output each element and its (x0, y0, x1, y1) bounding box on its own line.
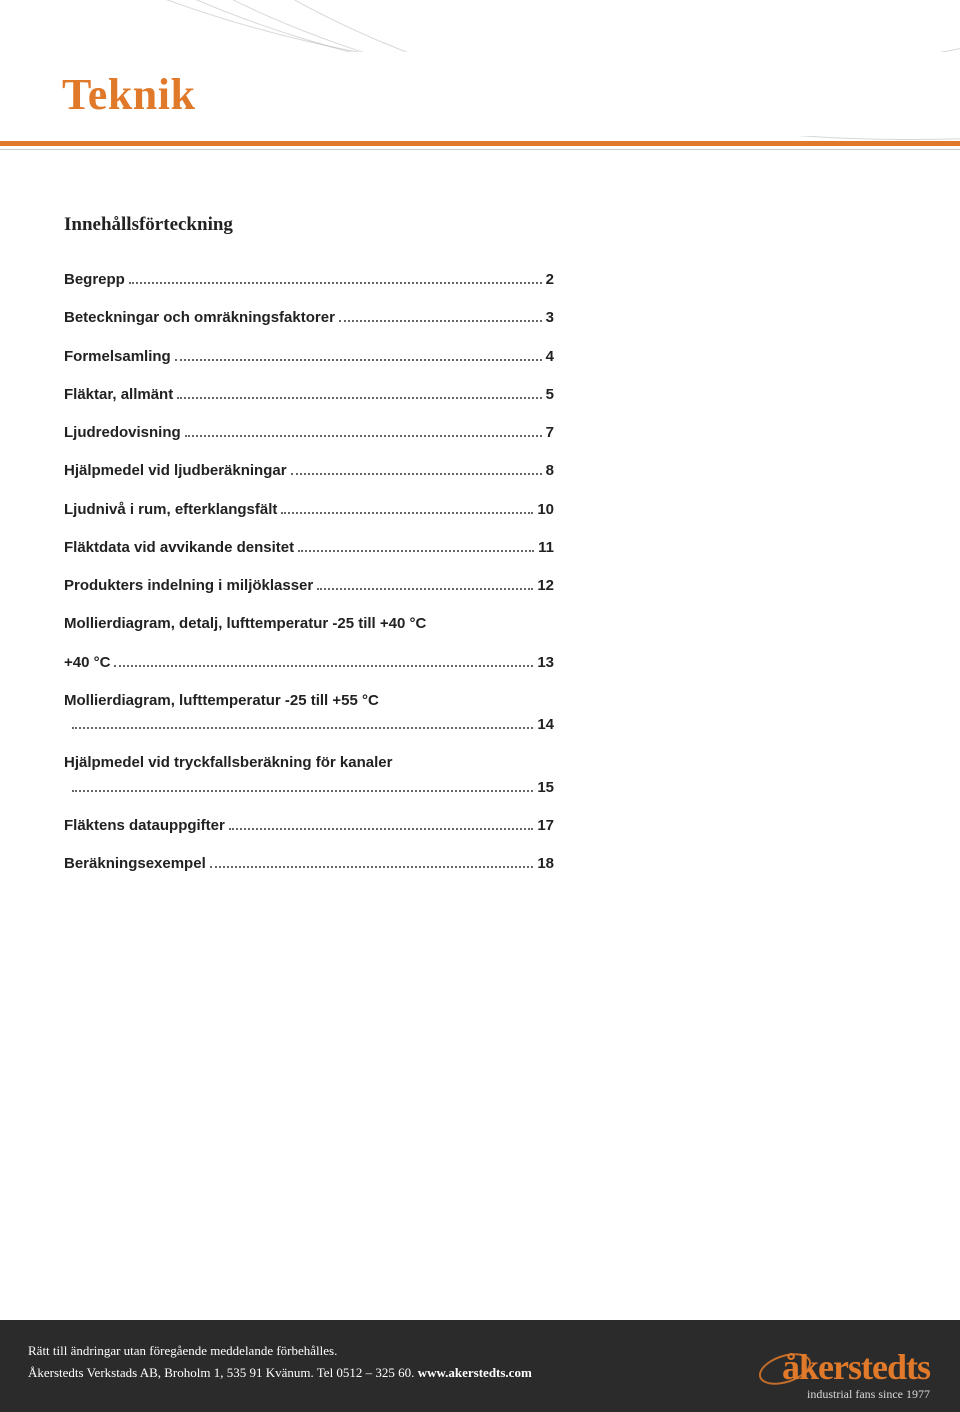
toc-page: 13 (537, 653, 554, 673)
footer: Rätt till ändringar utan föregående medd… (0, 1320, 960, 1412)
toc-page: 4 (546, 347, 554, 367)
toc-label: Beräkningsexempel (64, 854, 206, 874)
toc-body: Begrepp 2 Beteckningar och omräkningsfakto… (64, 270, 554, 874)
toc-leader (317, 588, 533, 590)
toc-label: Fläktdata vid avvikande densitet (64, 538, 294, 558)
toc-label: Hjälpmedel vid tryckfallsberäkning för k… (64, 753, 392, 773)
toc-page: 5 (546, 385, 554, 405)
table-of-contents: Innehållsförteckning Begrepp 2 Beteckninga… (64, 214, 554, 892)
toc-row: +40 °C 13 (64, 653, 554, 673)
toc-row: Ljudnivå i rum, efterklangsfält 10 (64, 500, 554, 520)
accent-bar (0, 141, 960, 146)
toc-leader (339, 320, 542, 322)
toc-label: Beteckningar och omräkningsfaktorer (64, 308, 335, 328)
toc-row: Mollierdiagram, lufttemperatur -25 till … (64, 691, 554, 711)
toc-leader (229, 828, 533, 830)
toc-leader (177, 397, 541, 399)
toc-leader (129, 282, 542, 284)
toc-page: 3 (546, 308, 554, 328)
toc-page: 7 (546, 423, 554, 443)
toc-label: Ljudredovisning (64, 423, 181, 443)
toc-leader (72, 790, 533, 792)
header-band: Teknik (0, 0, 960, 160)
toc-leader (175, 359, 542, 361)
toc-row: Fläktdata vid avvikande densitet 11 (64, 538, 554, 558)
toc-leader (185, 435, 542, 437)
toc-heading: Innehållsförteckning (64, 214, 554, 236)
toc-label: Fläktar, allmänt (64, 385, 173, 405)
toc-row: Fläktens datauppgifter 17 (64, 816, 554, 836)
toc-row: Hjälpmedel vid ljudberäkningar 8 (64, 461, 554, 481)
toc-page: 11 (538, 538, 554, 558)
logo-wordmark: åkerstedts (782, 1349, 930, 1385)
toc-label: Fläktens datauppgifter (64, 816, 225, 836)
footer-link[interactable]: www.akerstedts.com (418, 1365, 532, 1380)
footer-logo: åkerstedts industrial fans since 1977 (782, 1349, 930, 1402)
toc-page: 18 (537, 854, 554, 874)
toc-page: 14 (537, 715, 554, 735)
toc-leader (291, 473, 542, 475)
toc-page: 17 (537, 816, 554, 836)
toc-row: Hjälpmedel vid tryckfallsberäkning för k… (64, 753, 554, 773)
toc-label: Mollierdiagram, lufttemperatur -25 till … (64, 691, 379, 711)
toc-page: 10 (537, 500, 554, 520)
toc-leader (281, 512, 533, 514)
footer-address: Åkerstedts Verkstads AB, Broholm 1, 535 … (28, 1365, 418, 1380)
title-band: Teknik (0, 52, 960, 136)
logo-tagline: industrial fans since 1977 (782, 1387, 930, 1402)
toc-label: Begrepp (64, 270, 125, 290)
toc-leader (114, 665, 533, 667)
toc-row: .14 (64, 715, 554, 735)
toc-row: Begrepp 2 (64, 270, 554, 290)
toc-row: Mollierdiagram, detalj, lufttemperatur -… (64, 614, 554, 634)
toc-label: Formelsamling (64, 347, 171, 367)
toc-leader (210, 866, 534, 868)
toc-page: 15 (537, 778, 554, 798)
toc-label: Hjälpmedel vid ljudberäkningar (64, 461, 287, 481)
toc-label: Produkters indelning i miljöklasser (64, 576, 313, 596)
toc-row: Ljudredovisning 7 (64, 423, 554, 443)
page-title: Teknik (62, 69, 195, 120)
toc-leader (72, 727, 533, 729)
toc-row: Formelsamling 4 (64, 347, 554, 367)
toc-row: Fläktar, allmänt 5 (64, 385, 554, 405)
toc-page: 8 (546, 461, 554, 481)
toc-row: Beteckningar och omräkningsfaktorer 3 (64, 308, 554, 328)
toc-page: 2 (546, 270, 554, 290)
toc-row: .15 (64, 778, 554, 798)
toc-leader (298, 550, 534, 552)
toc-row: Beräkningsexempel 18 (64, 854, 554, 874)
document-page: Teknik Innehållsförteckning Begrepp 2 Bete… (0, 0, 960, 1412)
toc-label: Ljudnivå i rum, efterklangsfält (64, 500, 277, 520)
toc-label: +40 °C (64, 653, 110, 673)
toc-row: Produkters indelning i miljöklasser 12 (64, 576, 554, 596)
accent-line (0, 149, 960, 150)
toc-page: 12 (537, 576, 554, 596)
toc-label: Mollierdiagram, detalj, lufttemperatur -… (64, 614, 426, 634)
